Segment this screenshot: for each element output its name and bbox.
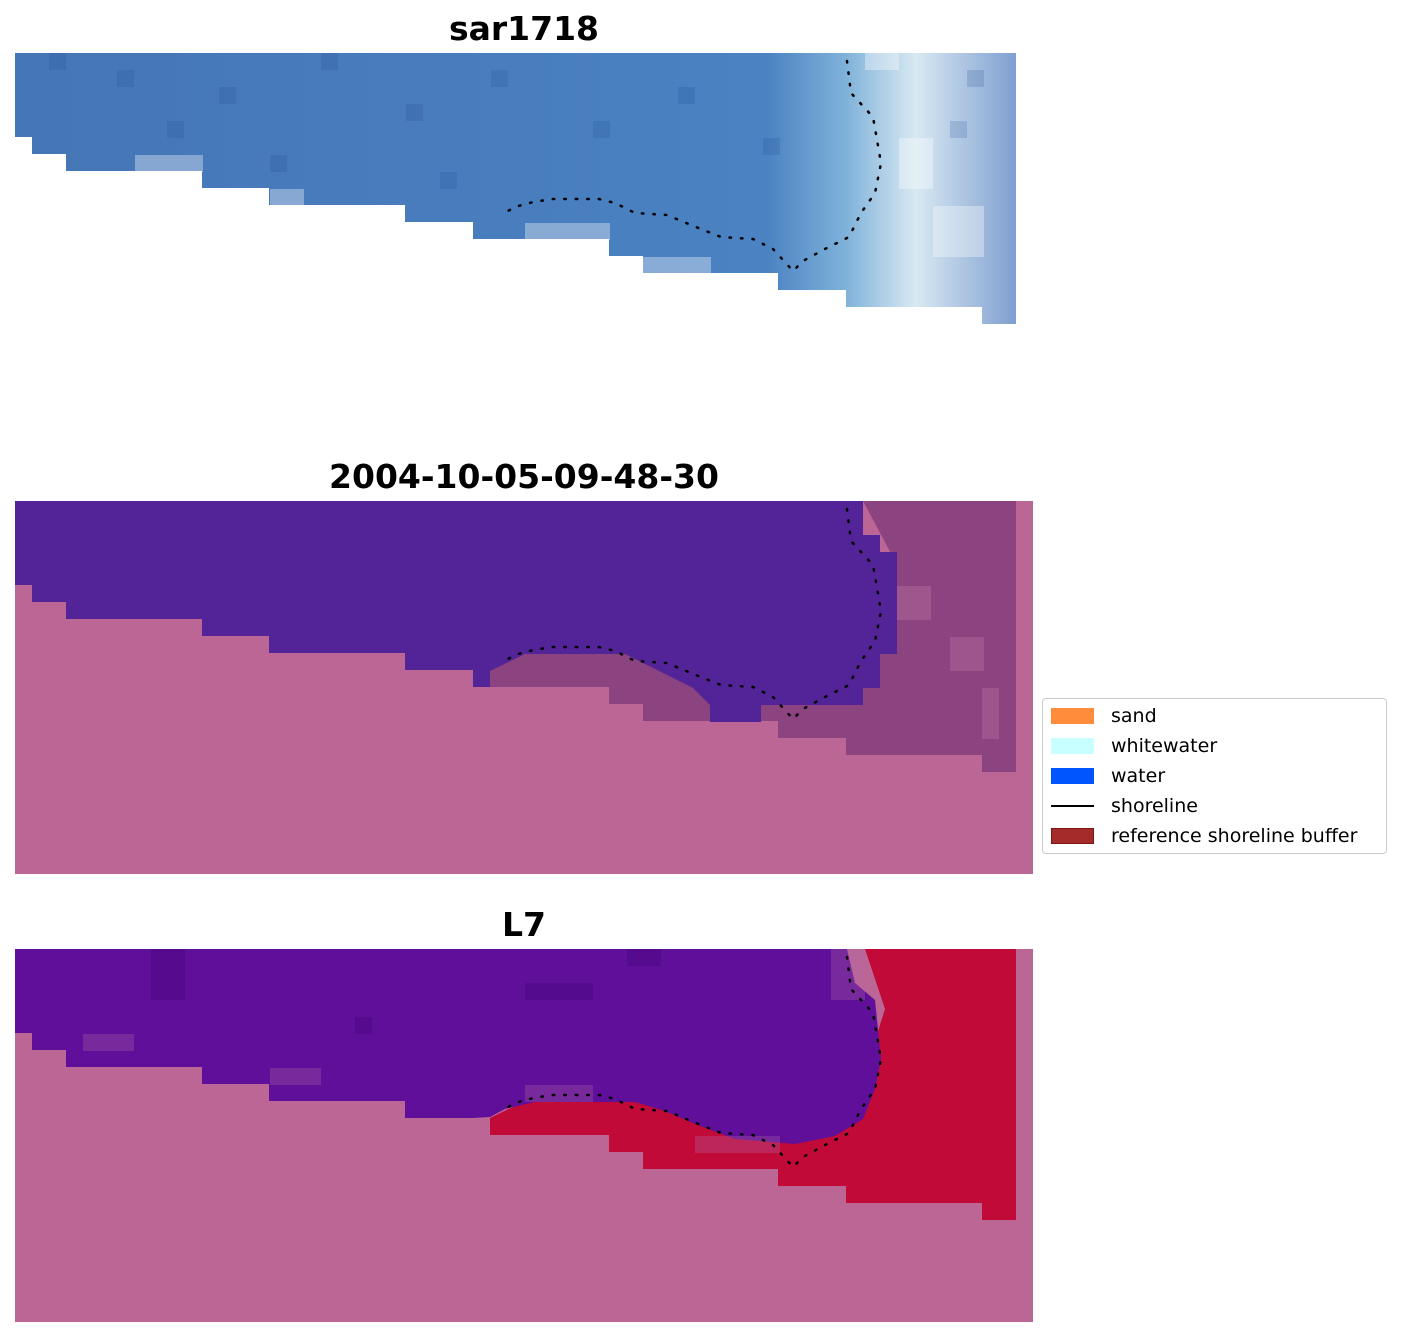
- rgb-image-panel: [15, 53, 1016, 324]
- panel-title-index: L7: [502, 905, 546, 944]
- sand-swatch: [1051, 708, 1094, 724]
- legend-item-shoreline: shoreline: [1051, 794, 1198, 818]
- index-water-area: [15, 949, 881, 1144]
- legend: sand whitewater water shoreline referenc…: [1042, 698, 1387, 854]
- legend-label-water: water: [1111, 765, 1166, 787]
- legend-label-whitewater: whitewater: [1111, 735, 1218, 757]
- index-red-area: [490, 949, 1016, 1220]
- legend-label-sand: sand: [1111, 705, 1157, 727]
- water-swatch: [1051, 768, 1094, 784]
- shoreline-classified: [499, 507, 883, 721]
- reference-buffer-swatch: [1051, 828, 1094, 844]
- legend-label-reference-buffer: reference shoreline buffer: [1111, 825, 1358, 847]
- panel-title-rgb: sar1718: [448, 9, 600, 48]
- legend-item-sand: sand: [1051, 704, 1157, 728]
- whitewater-swatch: [1051, 738, 1094, 754]
- shoreline-index: [499, 955, 883, 1169]
- shoreline-line-swatch: [1051, 805, 1094, 807]
- legend-item-whitewater: whitewater: [1051, 734, 1217, 758]
- shoreline-rgb: [499, 59, 883, 273]
- legend-item-reference-buffer: reference shoreline buffer: [1051, 824, 1357, 848]
- panel-title-classified: 2004-10-05-09-48-30: [329, 457, 719, 496]
- index-image-panel: [15, 949, 1033, 1322]
- rgb-image-area: [15, 53, 1016, 324]
- legend-item-water: water: [1051, 764, 1165, 788]
- classified-image-panel: [15, 501, 1033, 874]
- legend-label-shoreline: shoreline: [1111, 795, 1198, 817]
